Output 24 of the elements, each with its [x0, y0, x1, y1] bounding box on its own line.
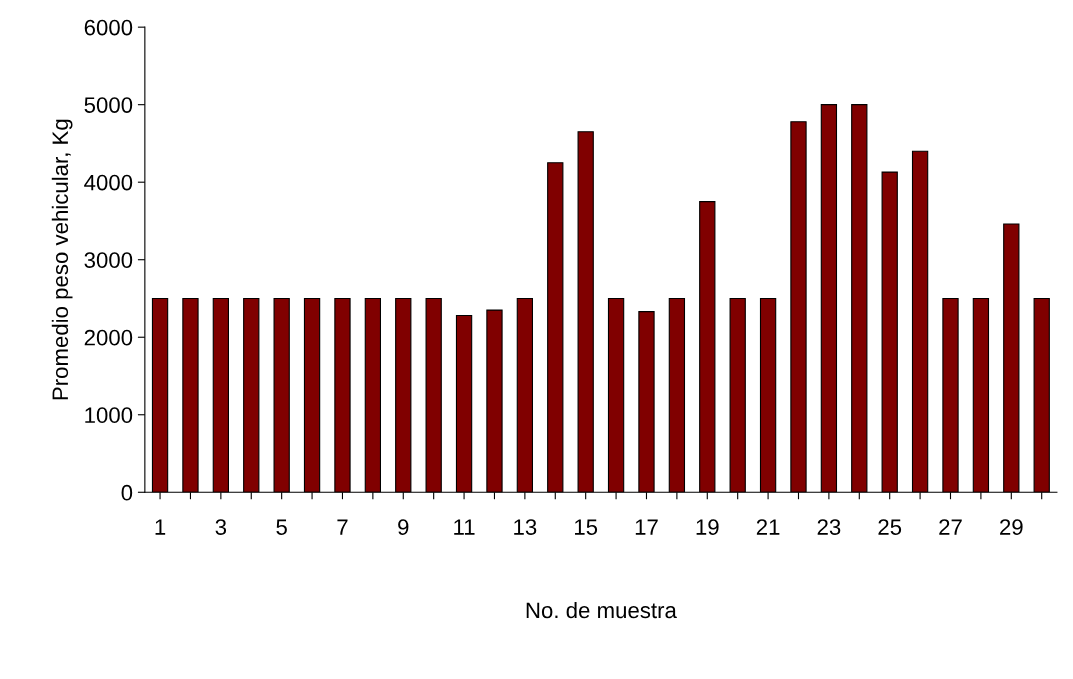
y-tick-label: 4000 — [84, 174, 133, 191]
x-tick-label: 19 — [696, 519, 719, 535]
x-tick-label: 13 — [514, 519, 537, 535]
y-tick-label: 1000 — [85, 407, 133, 424]
x-tick-label: 3 — [215, 519, 227, 535]
y-axis-title: Promedio peso vehicular, Kg — [51, 119, 73, 400]
x-tick-label: 1 — [155, 519, 166, 535]
x-tick-label: 25 — [878, 519, 902, 535]
x-tick-label: 15 — [575, 519, 598, 535]
y-tick-label: 2000 — [84, 329, 133, 346]
x-axis-title: No. de muestra — [526, 601, 677, 619]
x-tick-label: 11 — [454, 519, 475, 535]
x-tick-label: 9 — [398, 519, 409, 535]
y-tick-label: 0 — [121, 484, 133, 501]
y-tick-label: 5000 — [84, 97, 133, 113]
x-tick-label: 7 — [337, 519, 348, 535]
x-tick-label: 23 — [817, 519, 841, 535]
y-tick-label: 6000 — [84, 19, 133, 36]
x-tick-label: 29 — [1000, 519, 1023, 535]
x-tick-label: 27 — [939, 519, 962, 535]
x-tick-label: 21 — [756, 519, 780, 535]
x-tick-label: 5 — [276, 519, 287, 535]
x-tick-label: 17 — [635, 519, 658, 535]
y-tick-label: 3000 — [84, 252, 133, 268]
